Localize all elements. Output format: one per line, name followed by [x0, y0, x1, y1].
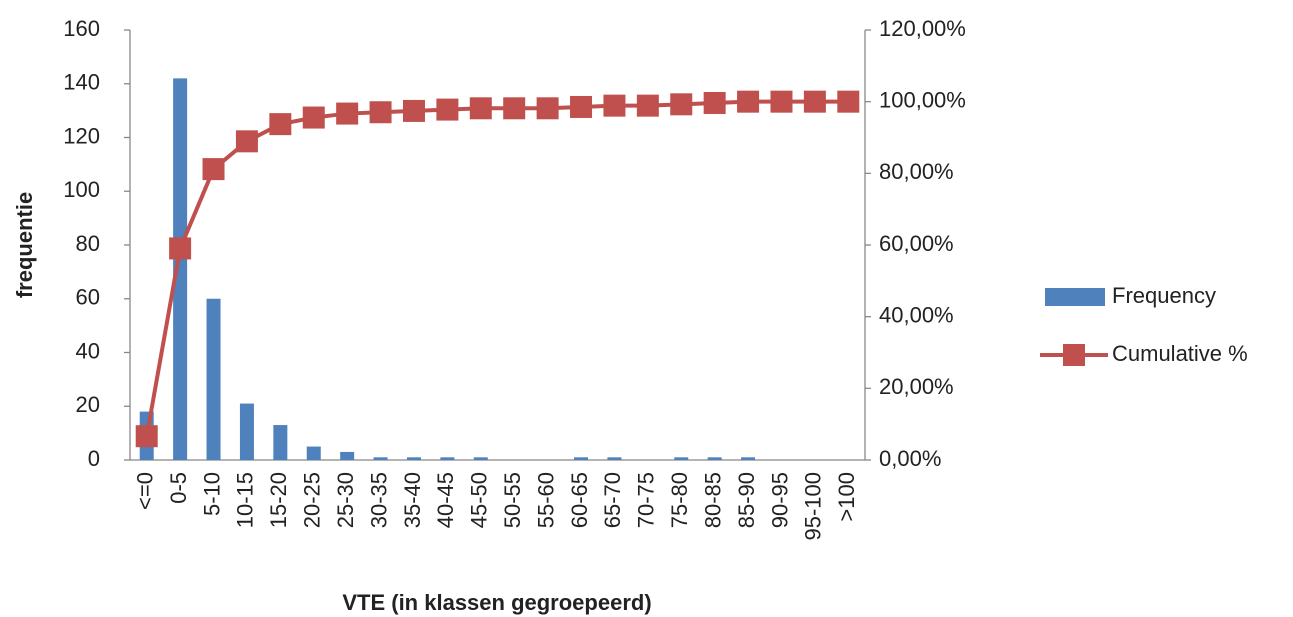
- x-tick-label: 80-85: [700, 472, 725, 528]
- x-tick-label: 65-70: [600, 472, 625, 528]
- x-tick-label: 85-90: [734, 472, 759, 528]
- line-marker: [670, 93, 693, 116]
- y2-tick-label: 40,00%: [879, 302, 954, 327]
- x-tick-label: 55-60: [533, 472, 558, 528]
- bar: [406, 457, 421, 460]
- line-marker: [369, 101, 392, 124]
- line-marker: [503, 97, 526, 120]
- y-tick-label: 20: [76, 392, 100, 417]
- bar: [206, 298, 221, 460]
- legend-label: Cumulative %: [1112, 341, 1248, 366]
- bar: [239, 403, 254, 460]
- line-marker: [703, 91, 726, 114]
- y2-tick-label: 120,00%: [879, 16, 966, 41]
- line: [144, 99, 849, 437]
- x-tick-label: 5-10: [199, 472, 224, 516]
- x-tick-label: 15-20: [266, 472, 291, 528]
- line-marker: [603, 94, 626, 117]
- x-tick-label: 25-30: [333, 472, 358, 528]
- line-marker: [436, 98, 459, 121]
- line-marker: [837, 90, 860, 113]
- x-tick-label: <=0: [133, 472, 158, 510]
- y-tick-label: 80: [76, 231, 100, 256]
- y-tick-label: 40: [76, 338, 100, 363]
- y2-tick-label: 100,00%: [879, 87, 966, 112]
- y-axis-label: frequentie: [12, 192, 37, 298]
- bar: [440, 457, 455, 460]
- line-marker: [336, 102, 359, 125]
- y-tick-label: 160: [63, 16, 100, 41]
- x-tick-label: 10-15: [233, 472, 258, 528]
- line-marker: [169, 237, 192, 260]
- bar: [473, 457, 488, 460]
- bar: [173, 78, 188, 460]
- y2-tick-label: 0,00%: [879, 446, 941, 471]
- x-tick-label: 50-55: [500, 472, 525, 528]
- bar: [574, 457, 589, 460]
- x-tick-label: 20-25: [300, 472, 325, 528]
- x-tick-label: 45-50: [467, 472, 492, 528]
- y-tick-label: 120: [63, 123, 100, 148]
- line-marker: [269, 113, 292, 136]
- x-tick-label: 35-40: [400, 472, 425, 528]
- x-tick-label: 90-95: [767, 472, 792, 528]
- x-tick-label: 75-80: [667, 472, 692, 528]
- y2-tick-label: 20,00%: [879, 374, 954, 399]
- bar: [607, 457, 622, 460]
- legend-label: Frequency: [1112, 283, 1216, 308]
- bar: [674, 457, 689, 460]
- line-marker: [469, 97, 492, 120]
- bar: [340, 451, 355, 460]
- x-tick-label: 95-100: [801, 472, 826, 541]
- x-axis-label: VTE (in klassen gegroepeerd): [342, 590, 651, 615]
- line-marker: [770, 90, 793, 113]
- bar: [306, 446, 321, 460]
- x-tick-label: >100: [834, 472, 859, 522]
- line-marker: [536, 97, 559, 120]
- bar: [273, 425, 288, 460]
- line-marker: [803, 90, 826, 113]
- bar: [741, 457, 756, 460]
- legend-swatch: [1045, 288, 1105, 306]
- line-marker: [135, 425, 158, 448]
- y-tick-label: 100: [63, 177, 100, 202]
- x-tick-label: 60-65: [567, 472, 592, 528]
- y-tick-label: 140: [63, 70, 100, 95]
- line-marker: [302, 106, 325, 129]
- y-tick-label: 60: [76, 285, 100, 310]
- x-tick-label: 40-45: [433, 472, 458, 528]
- y-tick-label: 0: [88, 446, 100, 471]
- line-marker: [636, 94, 659, 117]
- legend-marker: [1063, 344, 1085, 366]
- line-marker: [402, 99, 425, 122]
- line-marker: [570, 95, 593, 118]
- bar: [373, 457, 388, 460]
- line-marker: [737, 90, 760, 113]
- line-marker: [202, 158, 225, 181]
- y2-tick-label: 60,00%: [879, 231, 954, 256]
- x-tick-label: 0-5: [166, 472, 191, 504]
- y2-tick-label: 80,00%: [879, 159, 954, 184]
- x-tick-label: 70-75: [634, 472, 659, 528]
- line-marker: [235, 130, 258, 153]
- bar: [707, 457, 722, 460]
- x-tick-label: 30-35: [366, 472, 391, 528]
